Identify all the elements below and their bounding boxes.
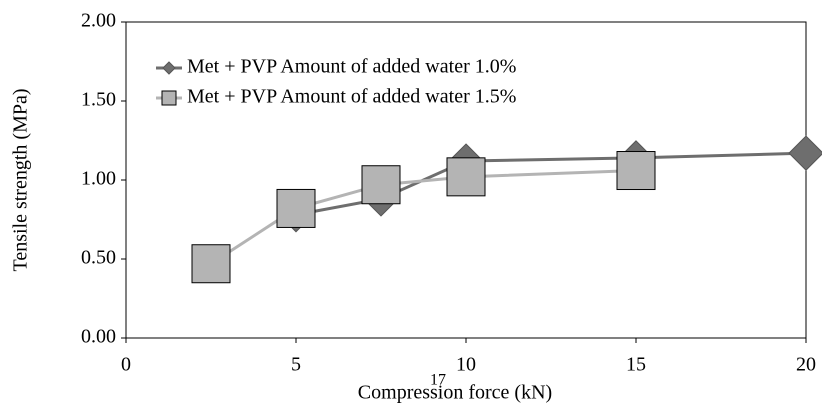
legend-label: Met + PVP Amount of added water 1.0% bbox=[187, 56, 516, 78]
x-tick-label: 10 bbox=[456, 354, 476, 376]
data-point bbox=[788, 135, 822, 171]
legend-label: Met + PVP Amount of added water 1.5% bbox=[187, 86, 516, 108]
y-tick-label: 0.50 bbox=[81, 247, 116, 269]
x-axis-label: Compression force (kN) bbox=[358, 382, 552, 404]
x-tick-label: 5 bbox=[291, 354, 301, 376]
y-tick-label: 1.50 bbox=[81, 89, 116, 111]
series-line bbox=[210, 169, 637, 265]
legend-marker bbox=[161, 90, 177, 106]
legend-marker bbox=[162, 61, 176, 75]
data-point bbox=[446, 157, 486, 197]
y-tick-label: 2.00 bbox=[81, 10, 116, 32]
data-point bbox=[616, 151, 656, 191]
page-number: 17 bbox=[430, 372, 446, 389]
x-tick-label: 20 bbox=[796, 354, 816, 376]
y-tick-label: 1.00 bbox=[81, 168, 116, 190]
data-point bbox=[276, 188, 316, 228]
data-point bbox=[191, 244, 231, 284]
y-axis-label: Tensile strength (MPa) bbox=[10, 88, 32, 271]
x-tick-label: 15 bbox=[626, 354, 646, 376]
y-tick-label: 0.00 bbox=[81, 326, 116, 348]
x-tick-label: 0 bbox=[121, 354, 131, 376]
data-point bbox=[361, 165, 401, 205]
